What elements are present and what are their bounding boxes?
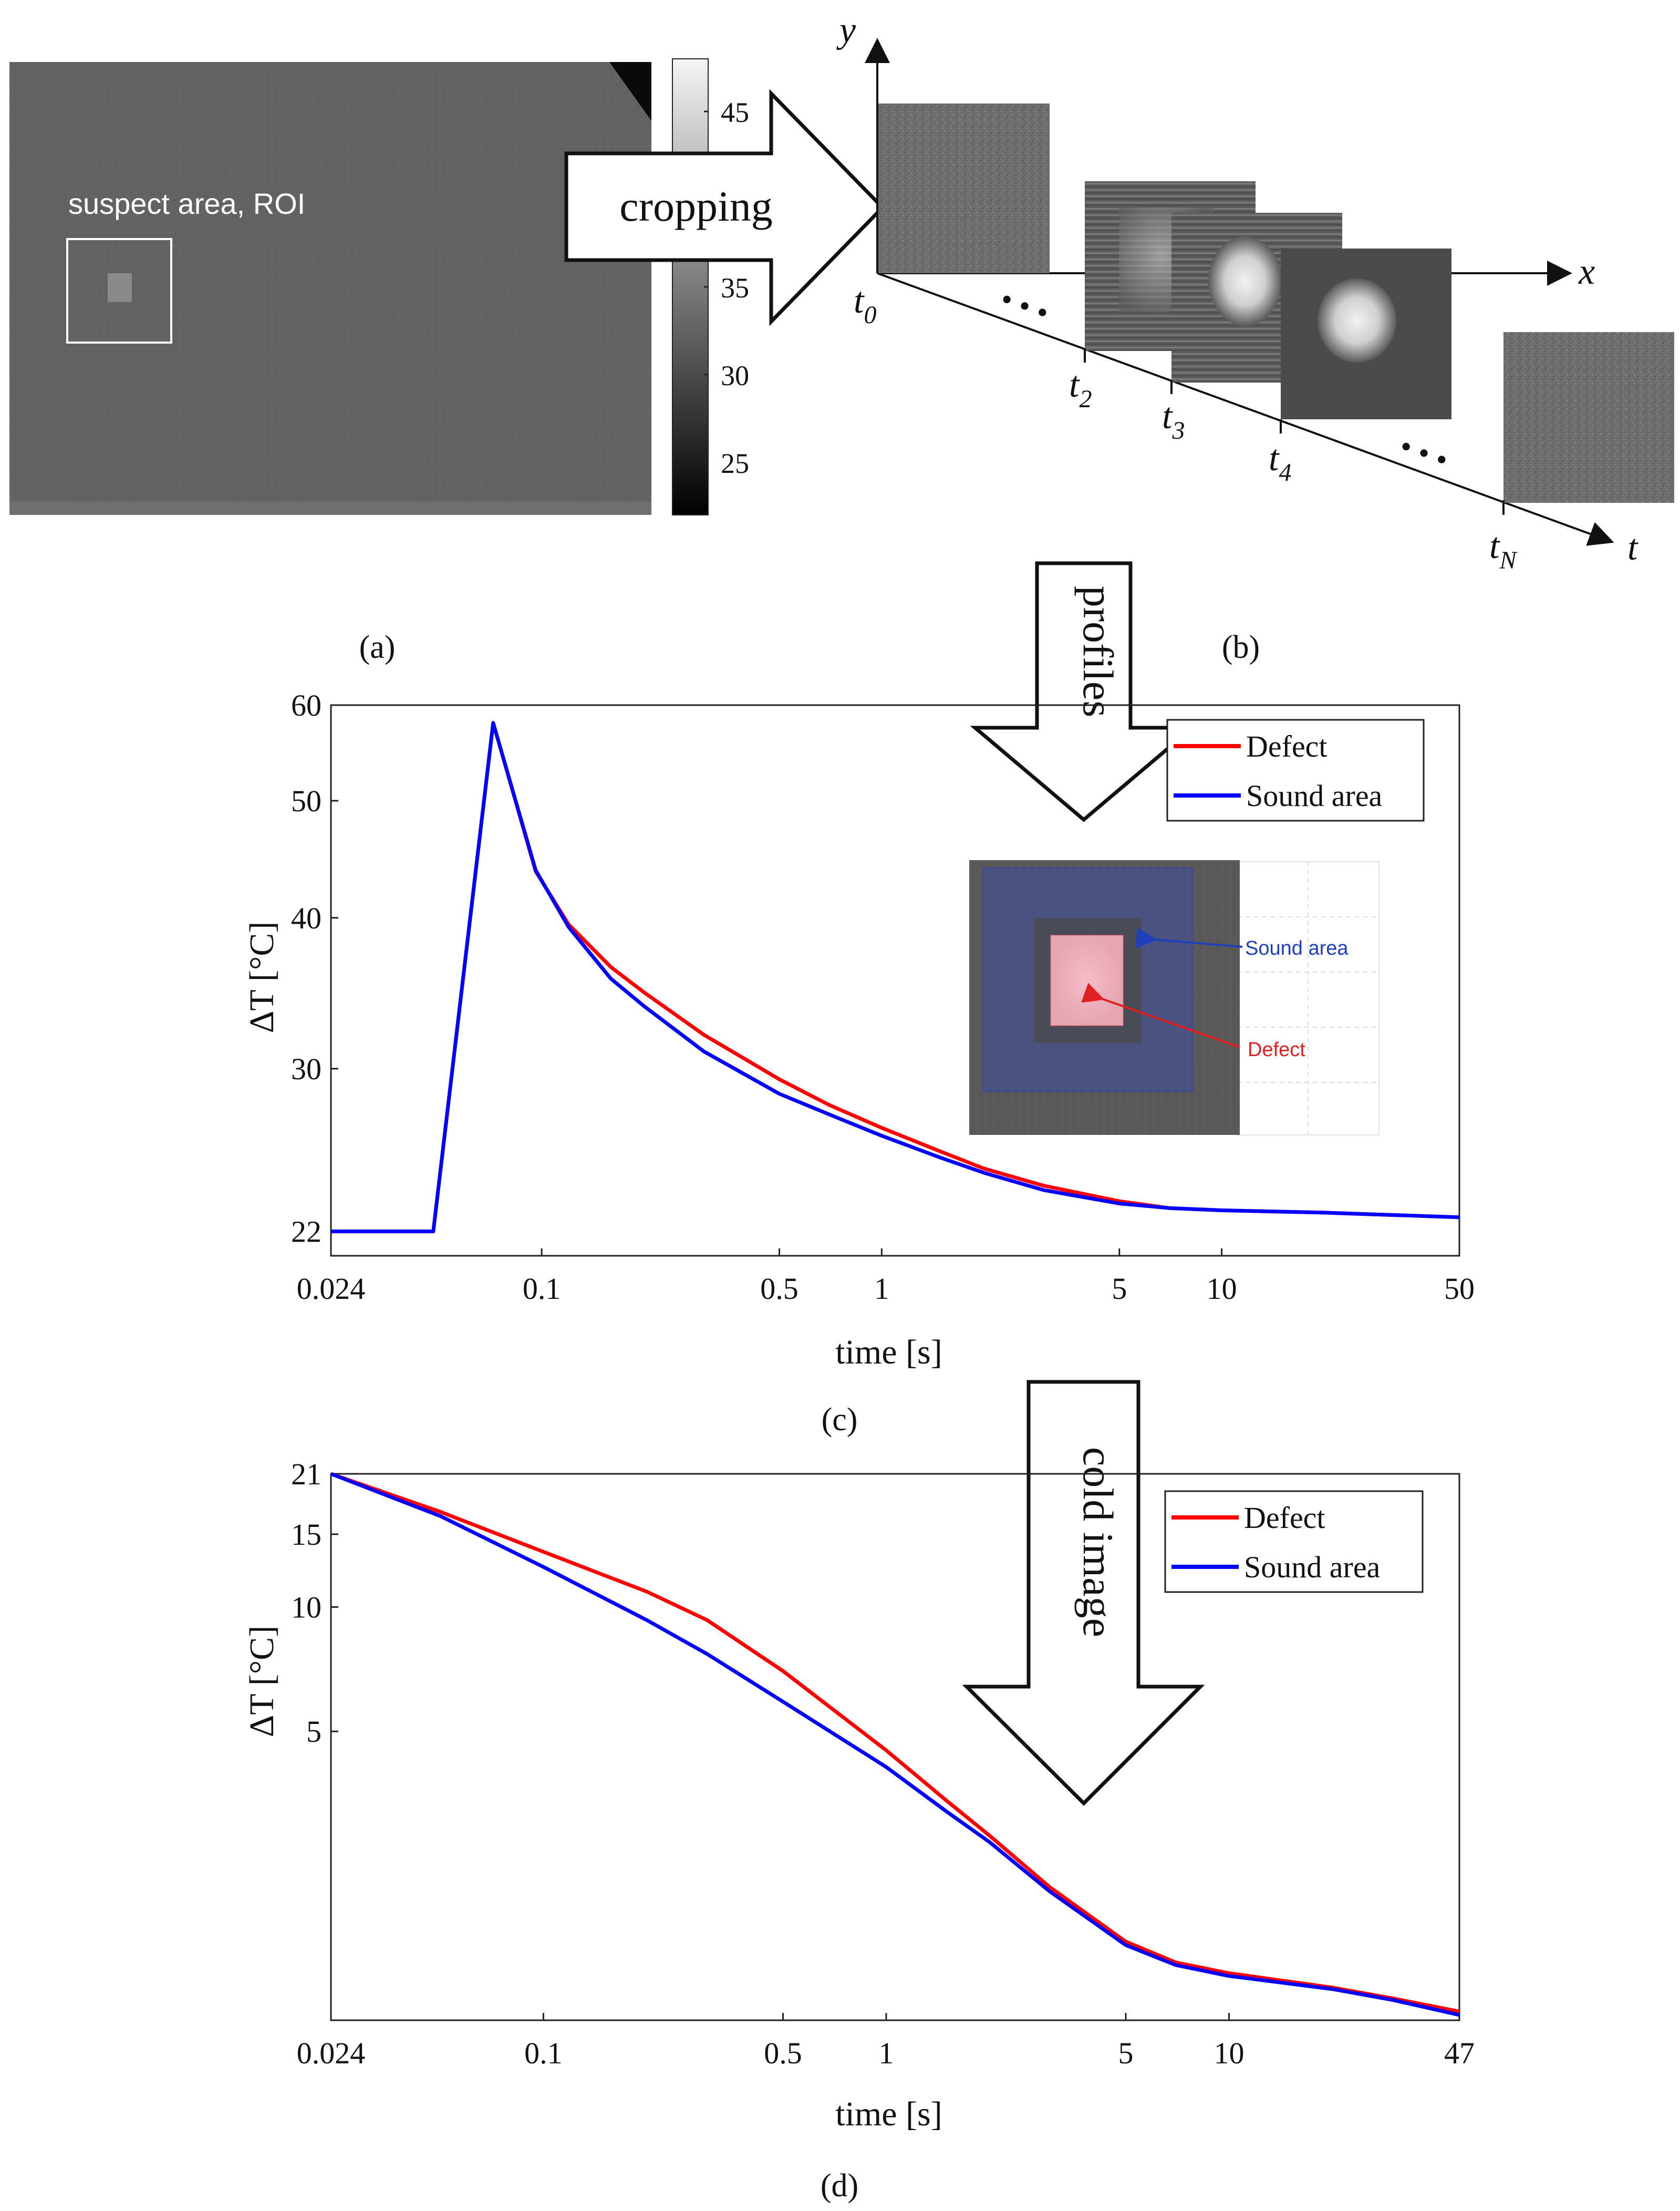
- colorbar-tick-label-3: 30: [721, 360, 749, 391]
- series-line-0: [330, 1472, 1460, 2013]
- chart-d-frame: [330, 1473, 1460, 2021]
- x-tick-label-6: 50: [1444, 1272, 1475, 1306]
- y-tick-label-0: 5: [306, 1714, 322, 1749]
- image-bottom-edge: [9, 502, 651, 515]
- frame-tN: [1503, 332, 1674, 503]
- chart-d-ylabel: ΔT [°C]: [243, 1626, 281, 1737]
- chart-c-frame: [330, 704, 1460, 1257]
- cold-image-arrow: cold image: [962, 1380, 1205, 1806]
- x-tick-label-3: 1: [874, 1272, 889, 1306]
- frame-labels: t0 t2 t3 t4 tN: [854, 281, 1518, 574]
- thermal-image-texture: [9, 62, 651, 515]
- frame-label-0: t0: [854, 281, 876, 329]
- chart-c-ticks: 0.024 0.1 0.5 1 5 10 50 22 30 40 50 60: [291, 688, 1475, 1306]
- frame-t3-hotspot: [1208, 236, 1282, 326]
- x-tick-label-1: 0.1: [524, 2036, 563, 2070]
- frame-t0: [878, 104, 1050, 273]
- colorbar: [672, 58, 709, 515]
- chart-d-series: Defect Sound area: [330, 1472, 1460, 2017]
- roi-spot: [108, 273, 132, 302]
- inset-grid-lines: [1237, 862, 1379, 1135]
- chart-d-xlabel: time [s]: [835, 2095, 942, 2133]
- t-axis: [877, 272, 1614, 546]
- x-tick-label-5: 10: [1214, 2036, 1244, 2070]
- y-tick-label-3: 50: [291, 784, 322, 818]
- t-axis-ticks: [1084, 348, 1505, 515]
- y-tick-label-2: 15: [291, 1517, 322, 1552]
- legend-label-1: Sound area: [1244, 1550, 1380, 1584]
- cropping-arrow-shape: [564, 89, 885, 326]
- y-tick-label-2: 40: [291, 901, 322, 935]
- panel-a: suspect area, ROI 4540353025 (a): [9, 58, 749, 665]
- cold-image-label: cold image: [1074, 1447, 1122, 1637]
- panel-b: y x t t0 t2 t3 t4 tN • • • • • • (b): [836, 10, 1674, 665]
- x-tick-label-3: 1: [878, 2036, 894, 2070]
- panel-d-label: (d): [821, 2168, 858, 2204]
- x-axis-label: x: [1578, 252, 1595, 292]
- y-tick-label-4: 60: [291, 688, 322, 722]
- frame-label-3: t4: [1269, 438, 1291, 487]
- colorbar-tick-label-4: 25: [721, 448, 749, 479]
- series-line-1: [331, 721, 1460, 1234]
- cold-image-arrow-shape: [962, 1380, 1205, 1806]
- y-tick-label-1: 30: [291, 1052, 322, 1086]
- y-tick-label-3: 21: [291, 1457, 322, 1491]
- t-axis-label: t: [1627, 528, 1638, 568]
- x-tick-label-2: 0.5: [760, 1272, 798, 1306]
- y-tick-label-0: 22: [291, 1215, 322, 1249]
- x-tick-label-5: 10: [1207, 1272, 1237, 1306]
- x-tick-label-4: 5: [1112, 1272, 1127, 1306]
- frame-label-1: t2: [1069, 365, 1092, 413]
- frame-t4-hotspot: [1318, 278, 1396, 363]
- inset-defect-pointer: [1081, 983, 1240, 1048]
- chart-c-series: Defect Sound area: [331, 719, 1460, 1234]
- profiles-arrow-shape: [970, 561, 1198, 822]
- panel-a-label: (a): [359, 629, 396, 665]
- x-tick-label-4: 5: [1118, 2036, 1134, 2070]
- inset-defect-label: Defect: [1248, 1039, 1305, 1061]
- panel-c-label: (c): [822, 1402, 858, 1438]
- inset-sound-label: Sound area: [1245, 937, 1349, 959]
- y-axis-label: y: [836, 10, 856, 50]
- frame-label-2: t3: [1162, 396, 1185, 445]
- legend-box: [1164, 1490, 1424, 1593]
- x-tick-label-2: 0.5: [764, 2036, 802, 2070]
- inset-defect-area: [1051, 935, 1123, 1026]
- profiles-label: profiles: [1074, 586, 1122, 717]
- y-tick-label-1: 10: [291, 1590, 322, 1624]
- x-tick-label-1: 0.1: [523, 1272, 561, 1306]
- legend-box: [1166, 719, 1425, 822]
- x-tick-label-0: 0.024: [297, 2036, 366, 2070]
- inset-sound-pointer: [1135, 927, 1243, 949]
- inset-defect-overlay: [1050, 934, 1124, 1027]
- chart-c-ylabel: ΔT [°C]: [243, 922, 281, 1033]
- frame-label-4: tN: [1489, 526, 1518, 574]
- colorbar-tick-label-2: 35: [721, 272, 749, 304]
- series-line-1: [330, 1472, 1460, 2017]
- inset-image: Sound area Defect: [969, 860, 1380, 1135]
- ellipsis-2: • • •: [1395, 428, 1453, 478]
- x-tick-label-0: 0.024: [297, 1272, 366, 1306]
- profiles-arrow: profiles: [970, 561, 1198, 822]
- legend-label-1: Sound area: [1246, 779, 1382, 813]
- x-tick-label-6: 47: [1444, 2036, 1475, 2070]
- cropping-arrow: cropping: [564, 89, 885, 326]
- legend-label-0: Defect: [1244, 1501, 1325, 1535]
- roi-box: [66, 238, 172, 344]
- colorbar-tick-label-0: 45: [721, 97, 749, 128]
- ellipsis-1: • • •: [996, 281, 1054, 330]
- chart-c-xlabel: time [s]: [835, 1333, 942, 1371]
- cropping-label: cropping: [619, 182, 772, 230]
- roi-label: suspect area, ROI: [68, 187, 305, 220]
- panel-b-label: (b): [1222, 629, 1260, 665]
- image-corner: [609, 62, 651, 121]
- legend-label-0: Defect: [1246, 729, 1328, 763]
